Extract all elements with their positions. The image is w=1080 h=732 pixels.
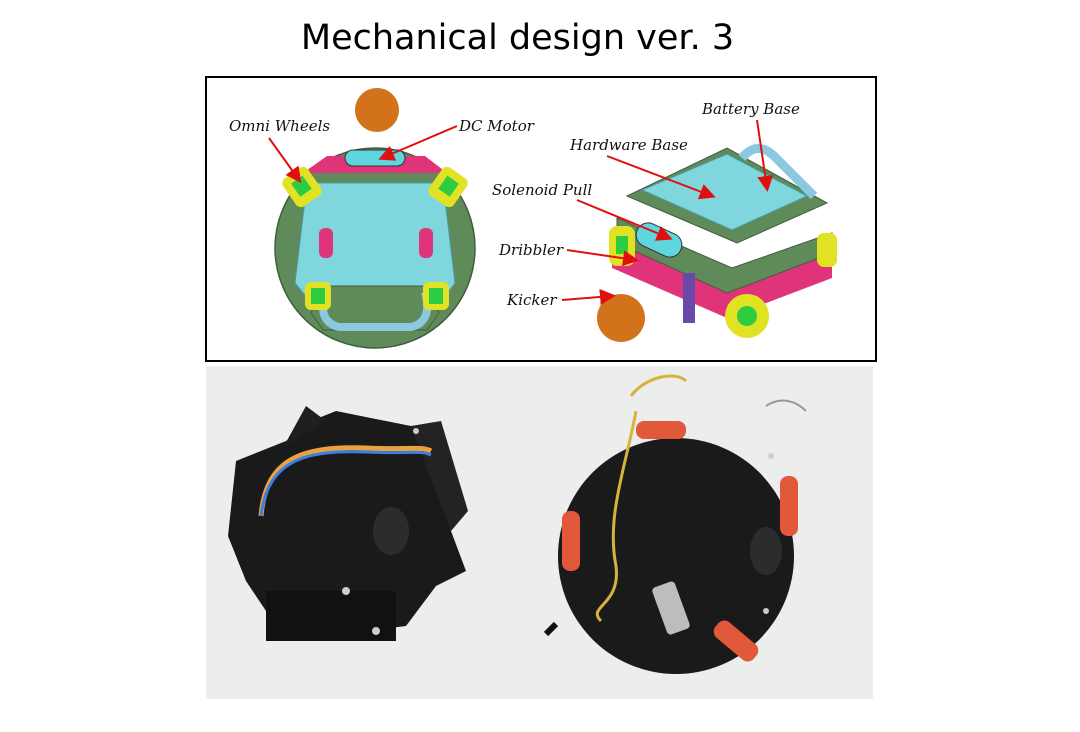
left-robot (228, 406, 468, 641)
label-arrows (268, 119, 774, 305)
omni-wheel-icon (423, 282, 449, 310)
label-kicker: Kicker (506, 291, 557, 309)
robot-photo (206, 366, 873, 699)
cad-diagram: Omni Wheels DC Motor Battery Base Hardwa… (205, 76, 877, 362)
label-dribbler: Dribbler (498, 241, 564, 259)
omni-wheel-icon (428, 166, 468, 208)
cad-drawing: Omni Wheels DC Motor Battery Base Hardwa… (229, 88, 837, 349)
label-dc-motor: DC Motor (458, 117, 535, 135)
top-view-robot (274, 88, 476, 349)
label-battery-base: Battery Base (701, 100, 800, 118)
slide-title: Mechanical design ver. 3 (300, 18, 735, 58)
label-hardware-base: Hardware Base (569, 136, 688, 154)
right-robot (543, 374, 807, 674)
photo-drawing (206, 366, 873, 699)
ball-icon (355, 88, 399, 132)
perspective-robot (597, 144, 837, 342)
label-solenoid-pull: Solenoid Pull (492, 181, 592, 199)
label-omni-wheels: Omni Wheels (229, 117, 330, 135)
ball-icon (597, 294, 645, 342)
omni-wheel-icon (305, 282, 331, 310)
omni-wheel-icon (817, 233, 837, 267)
omni-wheel-icon (725, 294, 769, 338)
